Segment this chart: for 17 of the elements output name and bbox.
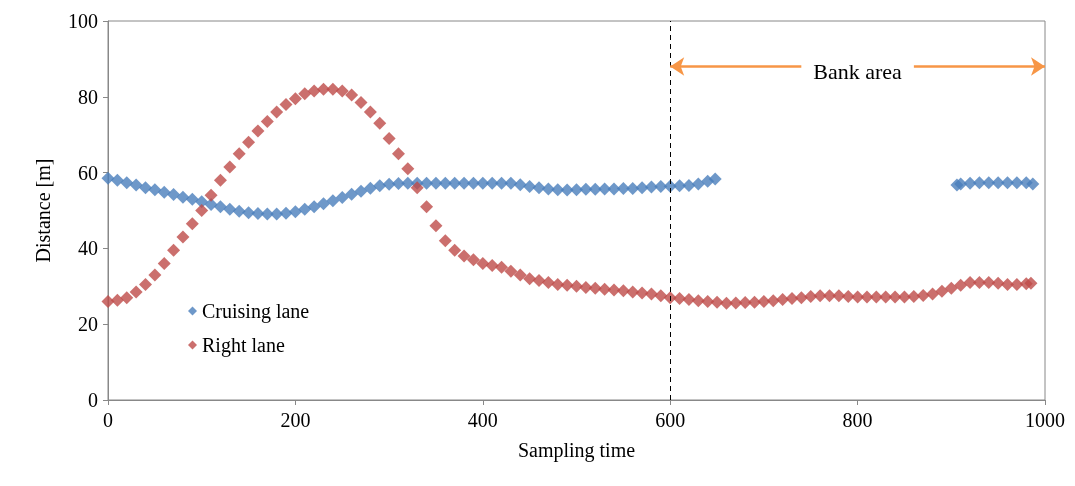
annotation: Bank area [813,58,903,84]
y-axis-title: Distance [m] [32,158,54,263]
x-tick-label: 400 [467,409,498,431]
y-tick-label: 100 [68,10,98,32]
legend-label: Cruising lane [202,300,310,323]
legend-label: Right lane [202,334,285,357]
y-tick-label: 80 [78,85,98,108]
x-tick-label: 200 [280,409,311,431]
x-tick-label: 800 [842,409,873,431]
x-tick-label: 600 [655,409,686,431]
y-tick-label: 0 [88,389,98,411]
x-axis-title: Sampling time [517,439,636,462]
y-tick-label: 40 [78,237,98,260]
y-tick-label: 20 [78,313,98,336]
x-tick-label: 0 [103,409,113,431]
y-tick-label: 60 [78,161,98,184]
x-tick-label: 1000 [1025,409,1065,431]
